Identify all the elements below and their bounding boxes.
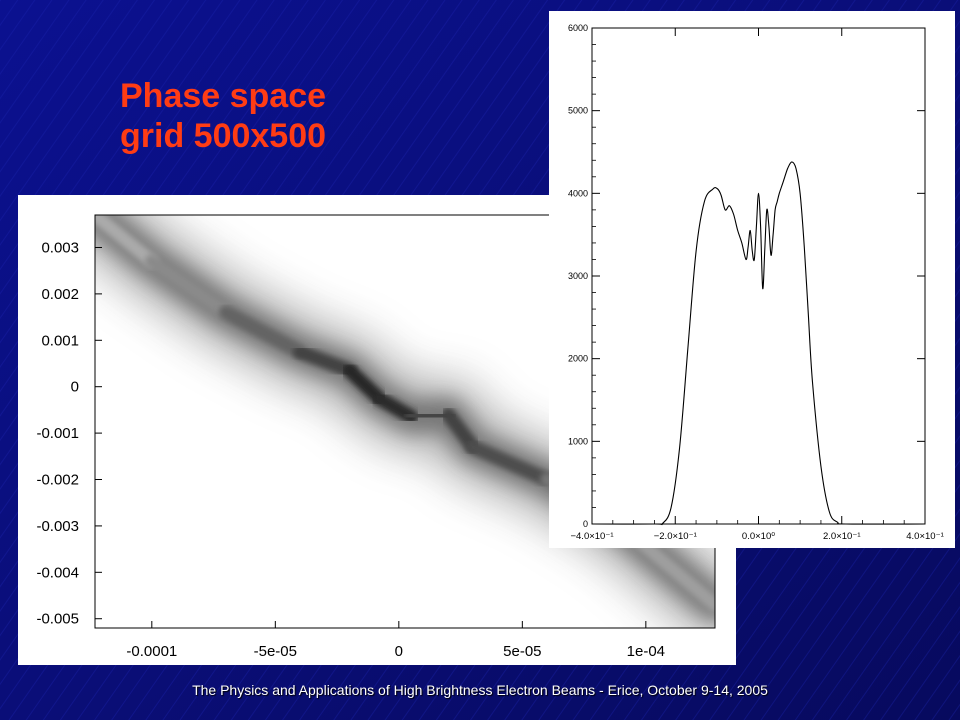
- y-tick-label: -0.001: [36, 425, 79, 442]
- series-line: [591, 161, 926, 526]
- title-line-1: Phase space: [120, 77, 327, 115]
- y-axis: 0.003 0.002 0.001 0 -0.001 -0.002 -0.003 -0.004…: [36, 239, 102, 628]
- title-line-2: grid 500x500: [120, 117, 327, 155]
- density-profile-plot-panel: 0 1000 2000 3000 4000 5000 6000 −4.0×10⁻¹ −2.0×…: [549, 11, 955, 548]
- plot-frame: [591, 27, 926, 525]
- density-core: [293, 344, 357, 378]
- x-tick-label: 0.0×10⁰: [742, 531, 775, 542]
- y-tick-label: 4000: [568, 188, 588, 198]
- slide-footer: The Physics and Applications of High Bri…: [192, 682, 768, 698]
- y-tick-label: 6000: [568, 23, 588, 33]
- x-tick-label: 5e-05: [503, 643, 541, 660]
- y-tick-label: 0.001: [41, 332, 79, 349]
- y-tick-label: 3000: [568, 271, 588, 281]
- density-core: [95, 215, 159, 269]
- y-tick-label: 0.003: [41, 239, 79, 256]
- y-tick-label: -0.004: [36, 564, 79, 581]
- x-tick-label: 1e-04: [627, 643, 665, 660]
- y-tick-label: 0: [583, 519, 588, 529]
- y-tick-label: 0.002: [41, 286, 79, 303]
- y-tick-label: -0.003: [36, 518, 79, 535]
- density-profile-chart: 0 1000 2000 3000 4000 5000 6000 −4.0×10⁻¹ −2.0×…: [568, 23, 944, 542]
- x-tick-label: −4.0×10⁻¹: [570, 531, 613, 542]
- x-tick-label: -5e-05: [254, 643, 297, 660]
- y-axis: 0 1000 2000 3000 4000 5000 6000: [568, 23, 925, 529]
- x-axis: -0.0001 -5e-05 0 5e-05 1e-04: [126, 621, 665, 660]
- density-core: [144, 254, 233, 320]
- density-core: [218, 305, 308, 359]
- y-tick-label: 0: [71, 379, 79, 396]
- y-tick-label: -0.005: [36, 611, 79, 628]
- y-tick-label: -0.002: [36, 472, 79, 489]
- x-tick-label: -0.0001: [126, 643, 177, 660]
- x-axis: −4.0×10⁻¹ −2.0×10⁻¹ 0.0×10⁰ 2.0×10⁻¹ 4.0×10⁻…: [570, 28, 944, 542]
- y-tick-label: 5000: [568, 106, 588, 116]
- x-tick-label: −2.0×10⁻¹: [654, 531, 697, 542]
- y-tick-label: 1000: [568, 436, 588, 446]
- x-tick-label: 2.0×10⁻¹: [823, 531, 861, 542]
- density-core: [465, 440, 555, 487]
- y-tick-label: 2000: [568, 354, 588, 364]
- x-tick-label: 0: [395, 643, 403, 660]
- x-tick-label: 4.0×10⁻¹: [906, 531, 944, 542]
- slide-title: Phase space grid 500x500: [120, 76, 326, 156]
